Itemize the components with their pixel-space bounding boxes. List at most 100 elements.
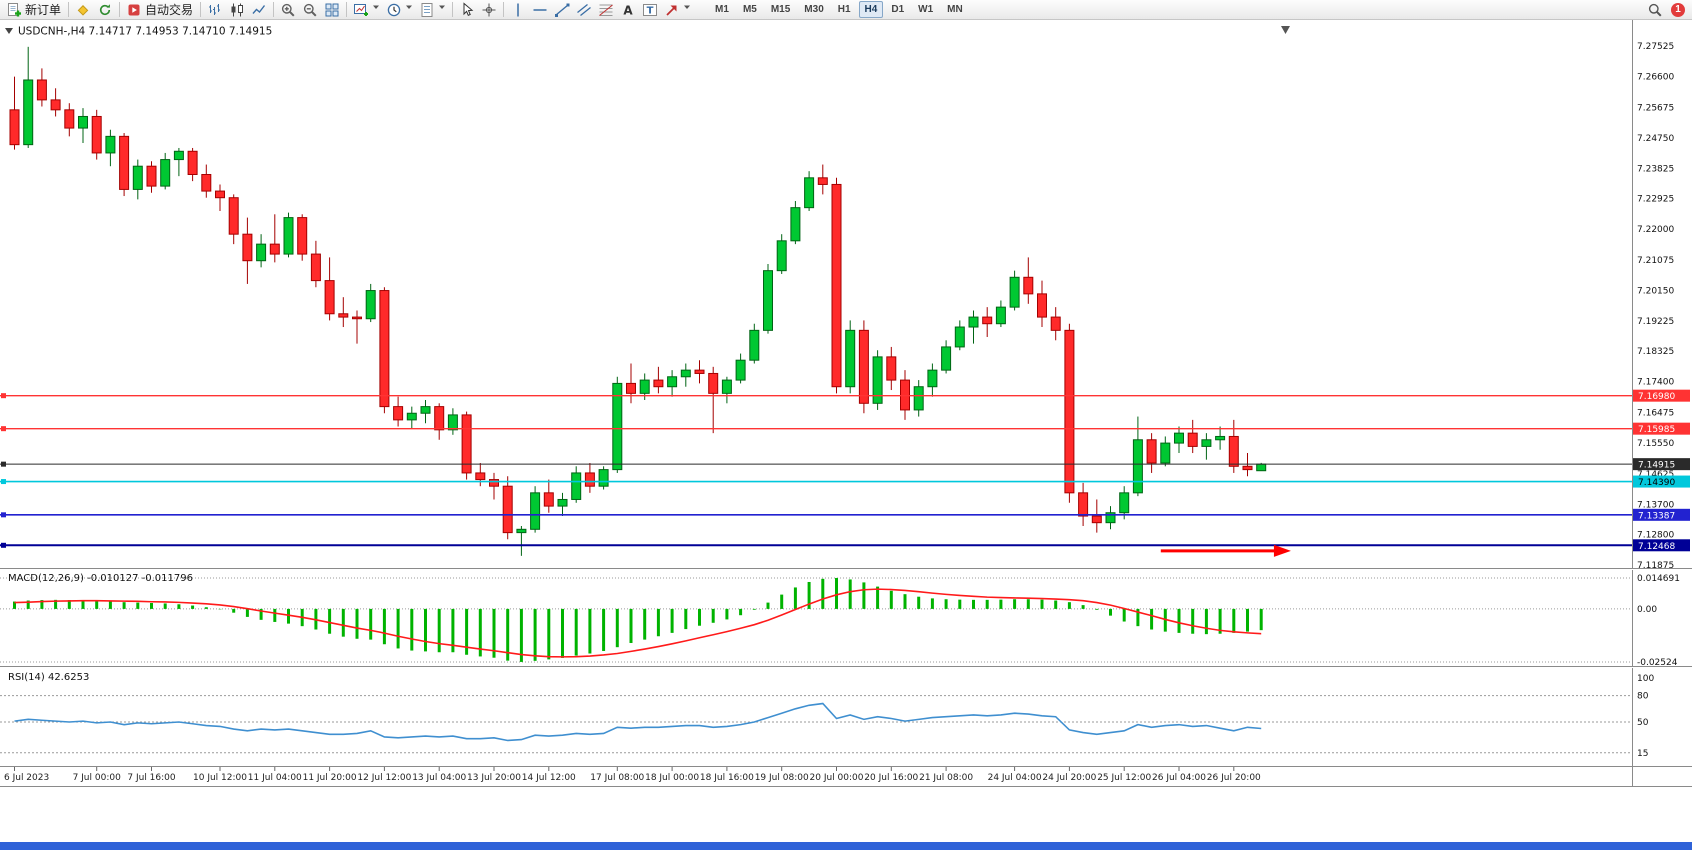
candle-body: [365, 290, 376, 320]
candle-body: [1132, 439, 1143, 494]
candle-body: [626, 382, 636, 394]
arrow-annotation[interactable]: [1160, 544, 1291, 557]
time-axis[interactable]: 6 Jul 2023 7 Jul 00:00 7 Jul 16:00 10 Jul 1…: [0, 766, 1692, 784]
candle-body: [201, 173, 212, 192]
candle-body: [954, 326, 965, 348]
price-axis-label: 7.22000: [1637, 225, 1674, 235]
candle-body: [831, 183, 842, 388]
candle-body: [1228, 435, 1239, 467]
notifications-badge[interactable]: 1: [1671, 2, 1685, 17]
timeframe-w1-button[interactable]: W1: [918, 4, 934, 15]
new-order-button[interactable]: 新订单: [3, 1, 65, 19]
timeframe-m5-button[interactable]: M5: [742, 4, 757, 15]
support-line-3-handle[interactable]: [1, 542, 6, 548]
crosshair-button[interactable]: [478, 1, 500, 19]
taskbar-strip[interactable]: [0, 842, 1692, 850]
zoom-in-button[interactable]: [277, 1, 299, 19]
zoom-out-button[interactable]: [299, 1, 321, 19]
resistance-line-2[interactable]: [0, 426, 1632, 432]
support-line-1-handle[interactable]: [1, 479, 6, 485]
candle-body: [379, 290, 390, 408]
time-axis-label: 10 Jul 12:00: [193, 773, 247, 783]
autotrading-button[interactable]: 自动交易: [123, 1, 197, 19]
bar-chart-button[interactable]: [204, 1, 226, 19]
new-chart-button[interactable]: [350, 1, 383, 19]
candle-body: [694, 369, 705, 374]
support-line-1[interactable]: [0, 479, 1632, 485]
candle-body: [1037, 293, 1047, 318]
panel-separator-macd[interactable]: [0, 568, 1692, 570]
text-button[interactable]: A: [617, 1, 639, 19]
timeframe-mn-button[interactable]: MN: [947, 4, 963, 15]
refresh-button[interactable]: [94, 1, 116, 19]
time-axis-label: 7 Jul 00:00: [73, 773, 122, 783]
chart-shift-marker[interactable]: [1281, 26, 1290, 34]
price-axis-label: 7.26600: [1637, 73, 1674, 83]
current-price-line-handle[interactable]: [1, 461, 6, 467]
caret-icon: [682, 2, 691, 18]
candle-body: [228, 197, 239, 235]
profiles-button[interactable]: [383, 1, 416, 19]
candle-body: [23, 79, 34, 146]
arrow-icon: [664, 2, 680, 18]
arrows-button[interactable]: [661, 1, 694, 19]
timeframe-d1-button[interactable]: D1: [891, 4, 905, 15]
candle-body: [242, 233, 253, 262]
price-axis-label: 7.24750: [1637, 134, 1674, 144]
candle-body: [584, 472, 595, 487]
candle-body: [338, 313, 349, 318]
candle-body: [721, 379, 732, 394]
templates-button[interactable]: [416, 1, 449, 19]
candle-body: [91, 115, 102, 154]
support-line-2[interactable]: [0, 512, 1632, 518]
timeframe-h4-button[interactable]: H4: [858, 1, 884, 18]
svg-text:7.14390: 7.14390: [1638, 478, 1675, 488]
toolbar-separator: [273, 2, 275, 17]
price-axis-label: 7.22925: [1637, 195, 1674, 205]
fibonacci-button[interactable]: [595, 1, 617, 19]
timeframe-m30-button[interactable]: M30: [804, 4, 824, 15]
candle-body: [146, 165, 157, 187]
metaquotes-button[interactable]: [72, 1, 94, 19]
candle-body: [78, 115, 88, 129]
channel-button[interactable]: [573, 1, 595, 19]
symbol-ohlc-title: USDCNH-,H4 7.14717 7.14953 7.14710 7.149…: [18, 26, 272, 38]
rsi-axis-label: 80: [1637, 692, 1649, 702]
panel-separator-rsi[interactable]: [0, 666, 1692, 668]
time-axis-label: 21 Jul 08:00: [919, 773, 973, 783]
candle-body: [886, 356, 897, 381]
candle-body: [735, 359, 746, 381]
current-price-line[interactable]: [0, 461, 1632, 467]
support-line-2-handle[interactable]: [1, 512, 6, 518]
timeframe-h1-button[interactable]: H1: [837, 4, 851, 15]
crosshair-icon: [481, 2, 497, 18]
resistance-line-2-handle[interactable]: [1, 426, 6, 432]
svg-text:7.15985: 7.15985: [1638, 425, 1675, 435]
price-axis[interactable]: 7.27525 7.26600 7.25675 7.24750 7.23825 7.229…: [1637, 42, 1674, 571]
timeframe-m15-button[interactable]: M15: [770, 4, 791, 15]
resistance-line-1-price-tag: 7.16980: [1633, 389, 1690, 402]
candle-body: [1174, 432, 1184, 444]
support-line-3[interactable]: [0, 542, 1632, 548]
horizontal-line-button[interactable]: [529, 1, 551, 19]
search-button[interactable]: [1644, 1, 1666, 19]
tile-windows-button[interactable]: [321, 1, 343, 19]
timeframe-m1-button[interactable]: M1: [715, 4, 729, 15]
resistance-line-1-handle[interactable]: [1, 393, 6, 399]
text-label-button[interactable]: T: [639, 1, 661, 19]
rsi-axis-label: 50: [1637, 718, 1649, 728]
candle-body: [1242, 465, 1253, 471]
resistance-line-1[interactable]: [0, 393, 1632, 399]
candle-body: [160, 159, 171, 187]
cursor-button[interactable]: [456, 1, 478, 19]
candlestick-chart-button[interactable]: [226, 1, 248, 19]
resistance-line-2-price-tag: 7.15985: [1633, 422, 1690, 435]
chart-title-overlay: USDCNH-,H4 7.14717 7.14953 7.14710 7.149…: [5, 26, 272, 38]
line-chart-button[interactable]: [248, 1, 270, 19]
candle-body: [516, 528, 527, 534]
trendline-button[interactable]: [551, 1, 573, 19]
vertical-line-button[interactable]: [507, 1, 529, 19]
one-click-trading-toggle[interactable]: [5, 28, 13, 34]
hline-icon: [532, 2, 548, 18]
